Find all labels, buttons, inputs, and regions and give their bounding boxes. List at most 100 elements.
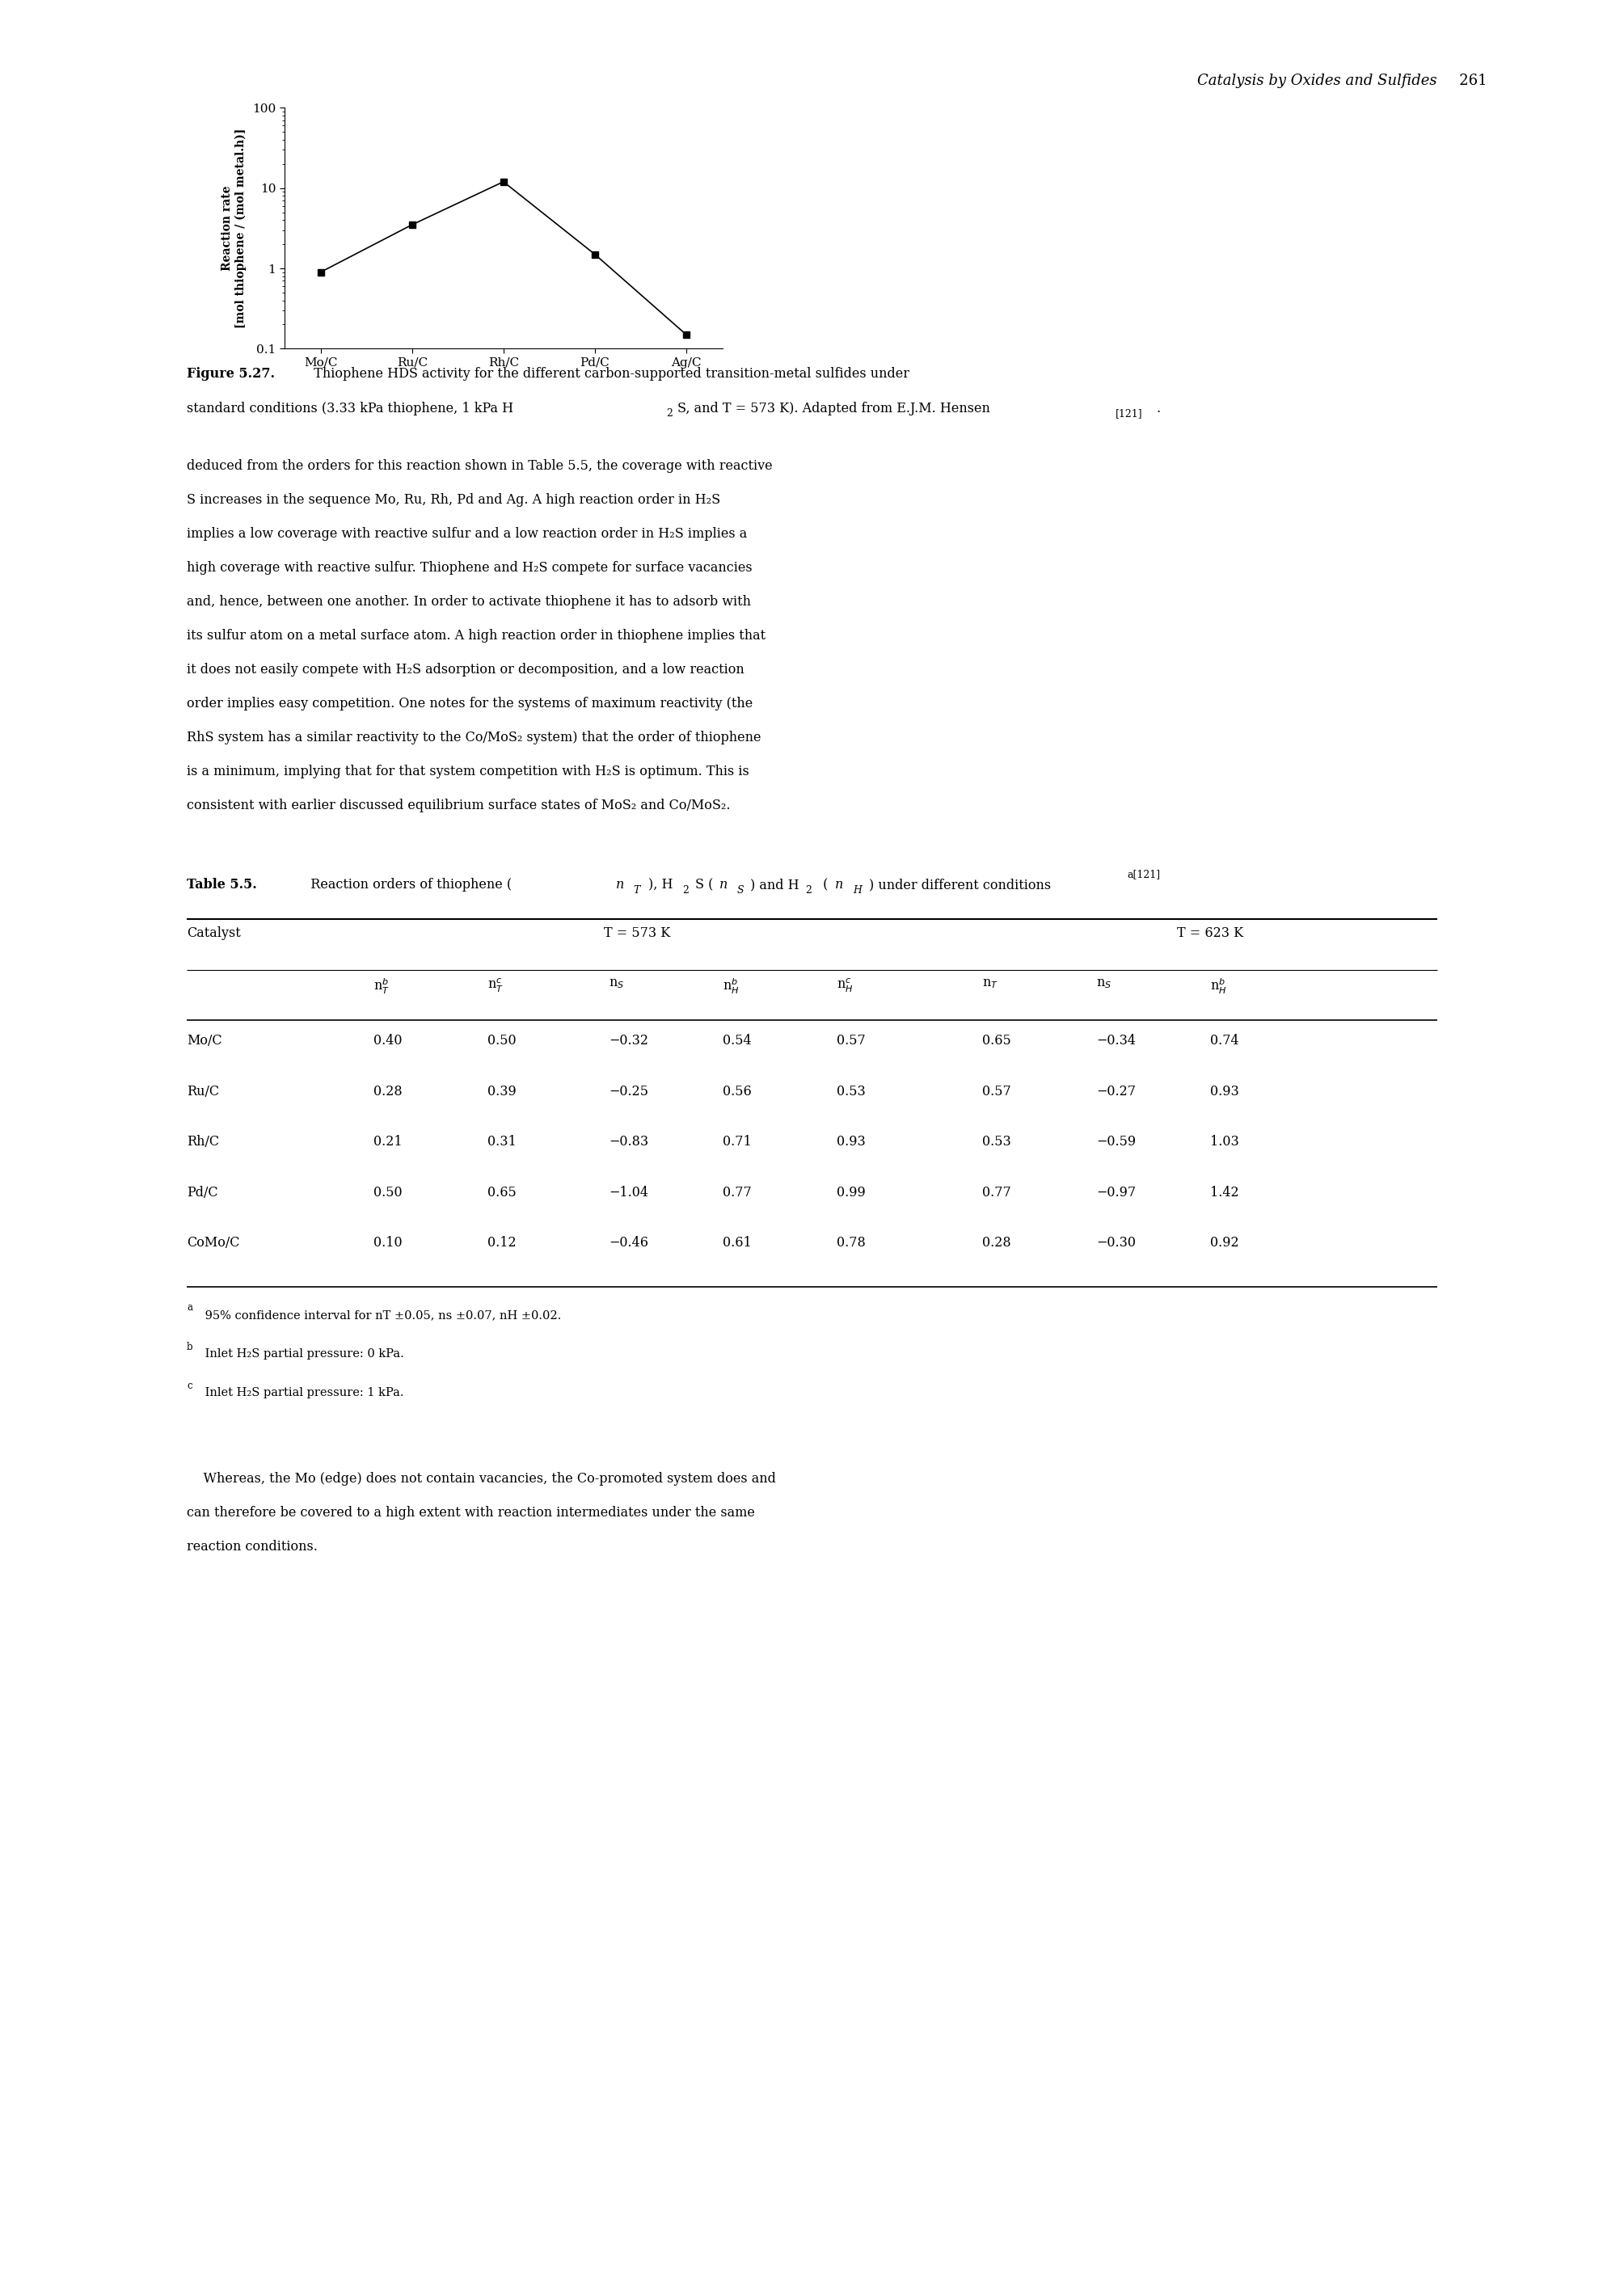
Text: 0.99: 0.99 [836,1186,866,1200]
Text: n: n [615,879,624,892]
Text: high coverage with reactive sulfur. Thiophene and H₂S compete for surface vacanc: high coverage with reactive sulfur. Thio… [187,560,752,574]
Text: Figure 5.27.: Figure 5.27. [187,367,274,381]
Text: consistent with earlier discussed equilibrium surface states of MoS₂ and Co/MoS₂: consistent with earlier discussed equili… [187,798,731,812]
Text: −0.30: −0.30 [1096,1236,1135,1250]
Text: 0.65: 0.65 [983,1035,1012,1048]
Text: Pd/C: Pd/C [187,1186,218,1200]
Text: 0.53: 0.53 [836,1085,866,1099]
Text: n$^b_H$: n$^b_H$ [1210,977,1226,996]
Text: a: a [187,1303,192,1312]
Text: 95% confidence interval for nT ±0.05, ns ±0.07, nH ±0.02.: 95% confidence interval for nT ±0.05, ns… [201,1310,562,1321]
Text: can therefore be covered to a high extent with reaction intermediates under the : can therefore be covered to a high exten… [187,1507,755,1521]
Text: T = 623 K: T = 623 K [1177,927,1242,941]
Text: ) and H: ) and H [750,879,799,892]
Text: 0.74: 0.74 [1210,1035,1239,1048]
Text: (: ( [818,879,828,892]
Text: Thiophene HDS activity for the different carbon-supported transition-metal sulfi: Thiophene HDS activity for the different… [305,367,909,381]
Text: reaction conditions.: reaction conditions. [187,1539,318,1553]
Text: 2: 2 [806,885,812,895]
Text: 0.93: 0.93 [1210,1085,1239,1099]
Text: standard conditions (3.33 kPa thiophene, 1 kPa H: standard conditions (3.33 kPa thiophene,… [187,401,513,415]
Text: −0.97: −0.97 [1096,1186,1135,1200]
Text: 0.31: 0.31 [487,1136,516,1149]
Text: 0.50: 0.50 [487,1035,516,1048]
Text: Ru/C: Ru/C [187,1085,219,1099]
Text: H: H [853,885,861,895]
Text: 0.93: 0.93 [836,1136,866,1149]
Text: Inlet H₂S partial pressure: 0 kPa.: Inlet H₂S partial pressure: 0 kPa. [201,1349,404,1360]
Text: 0.12: 0.12 [487,1236,516,1250]
Text: Mo/C: Mo/C [187,1035,222,1048]
Text: S (: S ( [695,879,713,892]
Text: n: n [719,879,728,892]
Text: 0.40: 0.40 [374,1035,403,1048]
Text: Catalyst: Catalyst [187,927,240,941]
Text: b: b [187,1342,193,1351]
Text: n$_S$: n$_S$ [609,977,625,991]
Text: order implies easy competition. One notes for the systems of maximum reactivity : order implies easy competition. One note… [187,697,754,711]
Text: it does not easily compete with H₂S adsorption or decomposition, and a low react: it does not easily compete with H₂S adso… [187,663,744,677]
Text: n$^c_T$: n$^c_T$ [487,977,503,993]
Text: −0.59: −0.59 [1096,1136,1135,1149]
Text: 0.21: 0.21 [374,1136,403,1149]
Text: −0.83: −0.83 [609,1136,648,1149]
Text: 0.10: 0.10 [374,1236,403,1250]
Text: Inlet H₂S partial pressure: 1 kPa.: Inlet H₂S partial pressure: 1 kPa. [201,1388,404,1399]
Text: Catalysis by Oxides and Sulfides: Catalysis by Oxides and Sulfides [1197,73,1437,87]
Text: 0.28: 0.28 [374,1085,403,1099]
Text: n$^c_H$: n$^c_H$ [836,977,853,993]
Text: 0.54: 0.54 [723,1035,752,1048]
Text: a[121]: a[121] [1127,869,1160,879]
Text: 0.78: 0.78 [836,1236,866,1250]
Text: 0.53: 0.53 [983,1136,1012,1149]
Text: S increases in the sequence Mo, Ru, Rh, Pd and Ag. A high reaction order in H₂S: S increases in the sequence Mo, Ru, Rh, … [187,493,721,507]
Text: CoMo/C: CoMo/C [187,1236,240,1250]
Text: its sulfur atom on a metal surface atom. A high reaction order in thiophene impl: its sulfur atom on a metal surface atom.… [187,629,765,642]
Text: 0.57: 0.57 [983,1085,1012,1099]
Text: [121]: [121] [1116,408,1143,420]
Text: n$^b_T$: n$^b_T$ [374,977,390,996]
Text: T: T [633,885,640,895]
Text: 0.28: 0.28 [983,1236,1012,1250]
Text: Rh/C: Rh/C [187,1136,219,1149]
Text: 0.71: 0.71 [723,1136,752,1149]
Text: −0.27: −0.27 [1096,1085,1135,1099]
Text: implies a low coverage with reactive sulfur and a low reaction order in H₂S impl: implies a low coverage with reactive sul… [187,528,747,541]
Text: −1.04: −1.04 [609,1186,648,1200]
Text: is a minimum, implying that for that system competition with H₂S is optimum. Thi: is a minimum, implying that for that sys… [187,764,749,778]
Text: deduced from the orders for this reaction shown in Table 5.5, the coverage with : deduced from the orders for this reactio… [187,459,773,473]
Text: c: c [187,1381,192,1390]
Text: Whereas, the Mo (edge) does not contain vacancies, the Co-promoted system does a: Whereas, the Mo (edge) does not contain … [187,1473,776,1487]
Text: −0.25: −0.25 [609,1085,648,1099]
Text: n$_S$: n$_S$ [1096,977,1112,991]
Text: −0.34: −0.34 [1096,1035,1135,1048]
Text: ), H: ), H [648,879,672,892]
Text: −0.32: −0.32 [609,1035,648,1048]
Text: S: S [737,885,744,895]
Text: n: n [835,879,843,892]
Text: 0.61: 0.61 [723,1236,752,1250]
Text: 0.77: 0.77 [983,1186,1012,1200]
Text: 0.57: 0.57 [836,1035,866,1048]
Text: S, and T = 573 K). Adapted from E.J.M. Hensen: S, and T = 573 K). Adapted from E.J.M. H… [677,401,991,415]
Text: n$_T$: n$_T$ [983,977,999,991]
Text: 0.92: 0.92 [1210,1236,1239,1250]
Text: T = 573 K: T = 573 K [604,927,671,941]
Text: RhS system has a similar reactivity to the Co/MoS₂ system) that the order of thi: RhS system has a similar reactivity to t… [187,729,762,743]
Text: −0.46: −0.46 [609,1236,648,1250]
Text: Table 5.5.: Table 5.5. [187,879,257,892]
Text: 0.50: 0.50 [374,1186,403,1200]
Text: 0.56: 0.56 [723,1085,752,1099]
Text: 1.42: 1.42 [1210,1186,1239,1200]
Text: n$^b_H$: n$^b_H$ [723,977,739,996]
Y-axis label: Reaction rate
[mol thiophene / (mol metal.h)]: Reaction rate [mol thiophene / (mol meta… [222,128,247,328]
Text: ) under different conditions: ) under different conditions [869,879,1051,892]
Text: 0.77: 0.77 [723,1186,752,1200]
Text: Reaction orders of thiophene (: Reaction orders of thiophene ( [302,879,512,892]
Text: 1.03: 1.03 [1210,1136,1239,1149]
Text: 0.65: 0.65 [487,1186,516,1200]
Text: and, hence, between one another. In order to activate thiophene it has to adsorb: and, hence, between one another. In orde… [187,594,750,608]
Text: 0.39: 0.39 [487,1085,516,1099]
Text: 261: 261 [1445,73,1488,87]
Text: 2: 2 [682,885,689,895]
